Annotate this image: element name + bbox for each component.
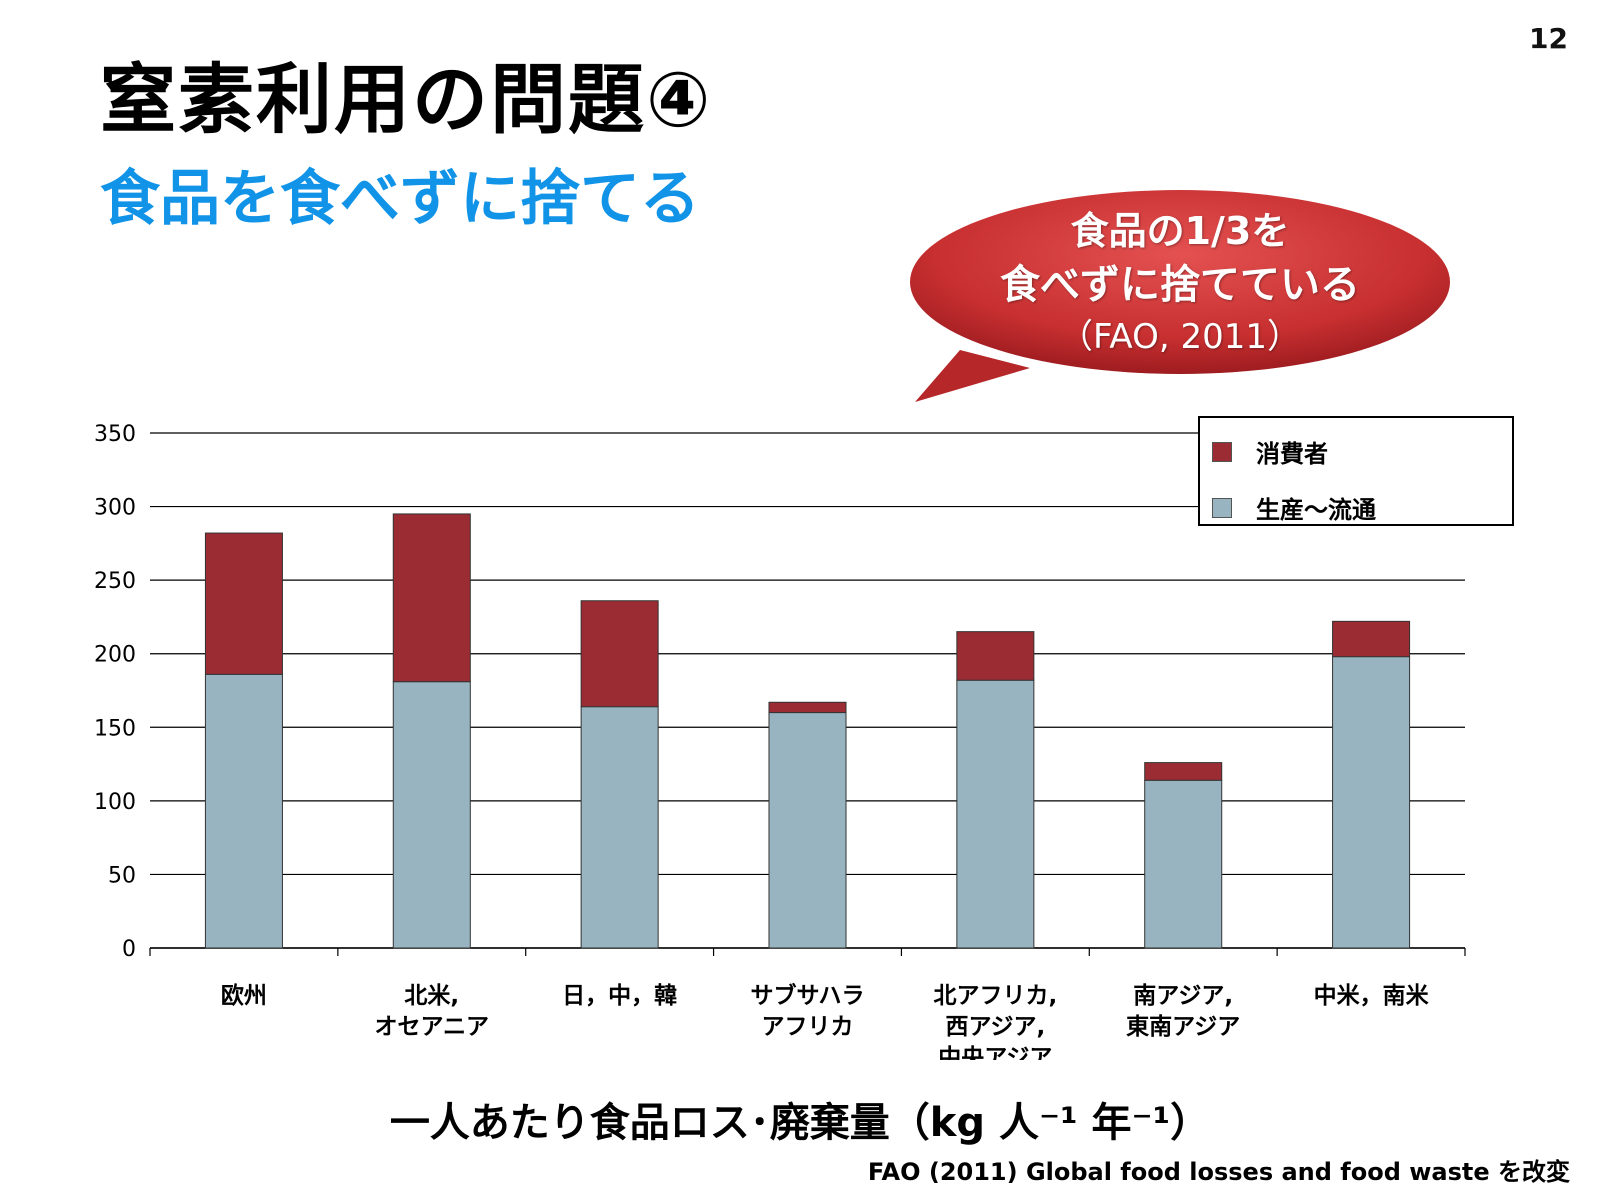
legend-label-consumer: 消費者 xyxy=(1256,440,1328,468)
x-tick-label: 日，中，韓 xyxy=(562,982,677,1009)
callout-line-3: （FAO, 2011） xyxy=(1058,317,1301,357)
bar-segment-consumer xyxy=(1332,620,1411,658)
bar-segment-production xyxy=(204,673,283,949)
bar-segment-consumer xyxy=(768,701,847,714)
bar-segment-production xyxy=(392,681,471,949)
source-note: FAO (2011) Global food losses and food w… xyxy=(867,1158,1570,1186)
bar-segment-production xyxy=(956,679,1035,949)
legend-label-production: 生産～流通 xyxy=(1256,496,1376,524)
x-tick-label: 中央アジア xyxy=(938,1045,1052,1060)
callout-bubble: 食品の1/3を 食べずに捨てている （FAO, 2011） xyxy=(900,190,1460,420)
legend-swatch-production xyxy=(1212,497,1232,518)
x-tick-label: 東南アジア xyxy=(1126,1014,1240,1040)
x-tick-label: 中米，南米 xyxy=(1314,983,1430,1009)
legend-item-consumer: 消費者 xyxy=(1212,434,1328,469)
x-tick-label: オセアニア xyxy=(375,1014,490,1040)
bar-segment-production xyxy=(1144,779,1223,949)
bar-segment-consumer xyxy=(392,513,471,683)
page-title: 窒素利用の問題④ xyxy=(100,55,713,144)
y-tick-label: 100 xyxy=(94,790,136,815)
chart-legend: 消費者 生産～流通 xyxy=(1198,416,1514,526)
y-tick-label: 200 xyxy=(94,643,136,668)
bar-segment-consumer xyxy=(956,631,1035,681)
y-tick-label: 150 xyxy=(94,716,136,741)
x-tick-label: 北米, xyxy=(404,983,459,1009)
x-tick-label: アフリカ xyxy=(762,1014,854,1040)
bar-segment-production xyxy=(580,706,659,949)
bar-segment-production xyxy=(768,712,847,949)
legend-swatch-consumer xyxy=(1212,441,1232,462)
y-tick-label: 50 xyxy=(108,863,136,888)
bar-segment-consumer xyxy=(580,600,659,708)
x-tick-label: サブサハラ xyxy=(750,982,864,1009)
x-tick-label: 北アフリカ, xyxy=(933,983,1057,1009)
bar-segment-production xyxy=(1332,656,1411,949)
bar-segment-consumer xyxy=(1144,762,1223,781)
page-subtitle: 食品を食べずに捨てる xyxy=(100,164,700,234)
x-axis-title: 一人あたり食品ロス･廃棄量（kg 人⁻¹ 年⁻¹） xyxy=(389,1100,1211,1146)
x-tick-label: 南アジア, xyxy=(1133,983,1233,1009)
page-number: 12 xyxy=(1529,22,1568,55)
callout-line-2: 食べずに捨てている xyxy=(1000,262,1360,308)
legend-item-production: 生産～流通 xyxy=(1212,490,1376,525)
callout-line-1: 食品の1/3を xyxy=(1070,209,1290,253)
y-tick-label: 250 xyxy=(94,569,136,594)
y-tick-label: 0 xyxy=(122,937,136,962)
stacked-bar-chart: 0 50 100 150 200 250 300 350 欧州 北米, オセアニア 日，中，韓 サブサハ… xyxy=(94,422,1466,1060)
bar-segment-consumer xyxy=(204,532,283,675)
y-tick-label: 300 xyxy=(94,496,136,521)
x-tick-label: 西アジア, xyxy=(945,1014,1045,1040)
y-tick-label: 350 xyxy=(94,422,136,447)
x-tick-label: 欧州 xyxy=(221,983,267,1009)
